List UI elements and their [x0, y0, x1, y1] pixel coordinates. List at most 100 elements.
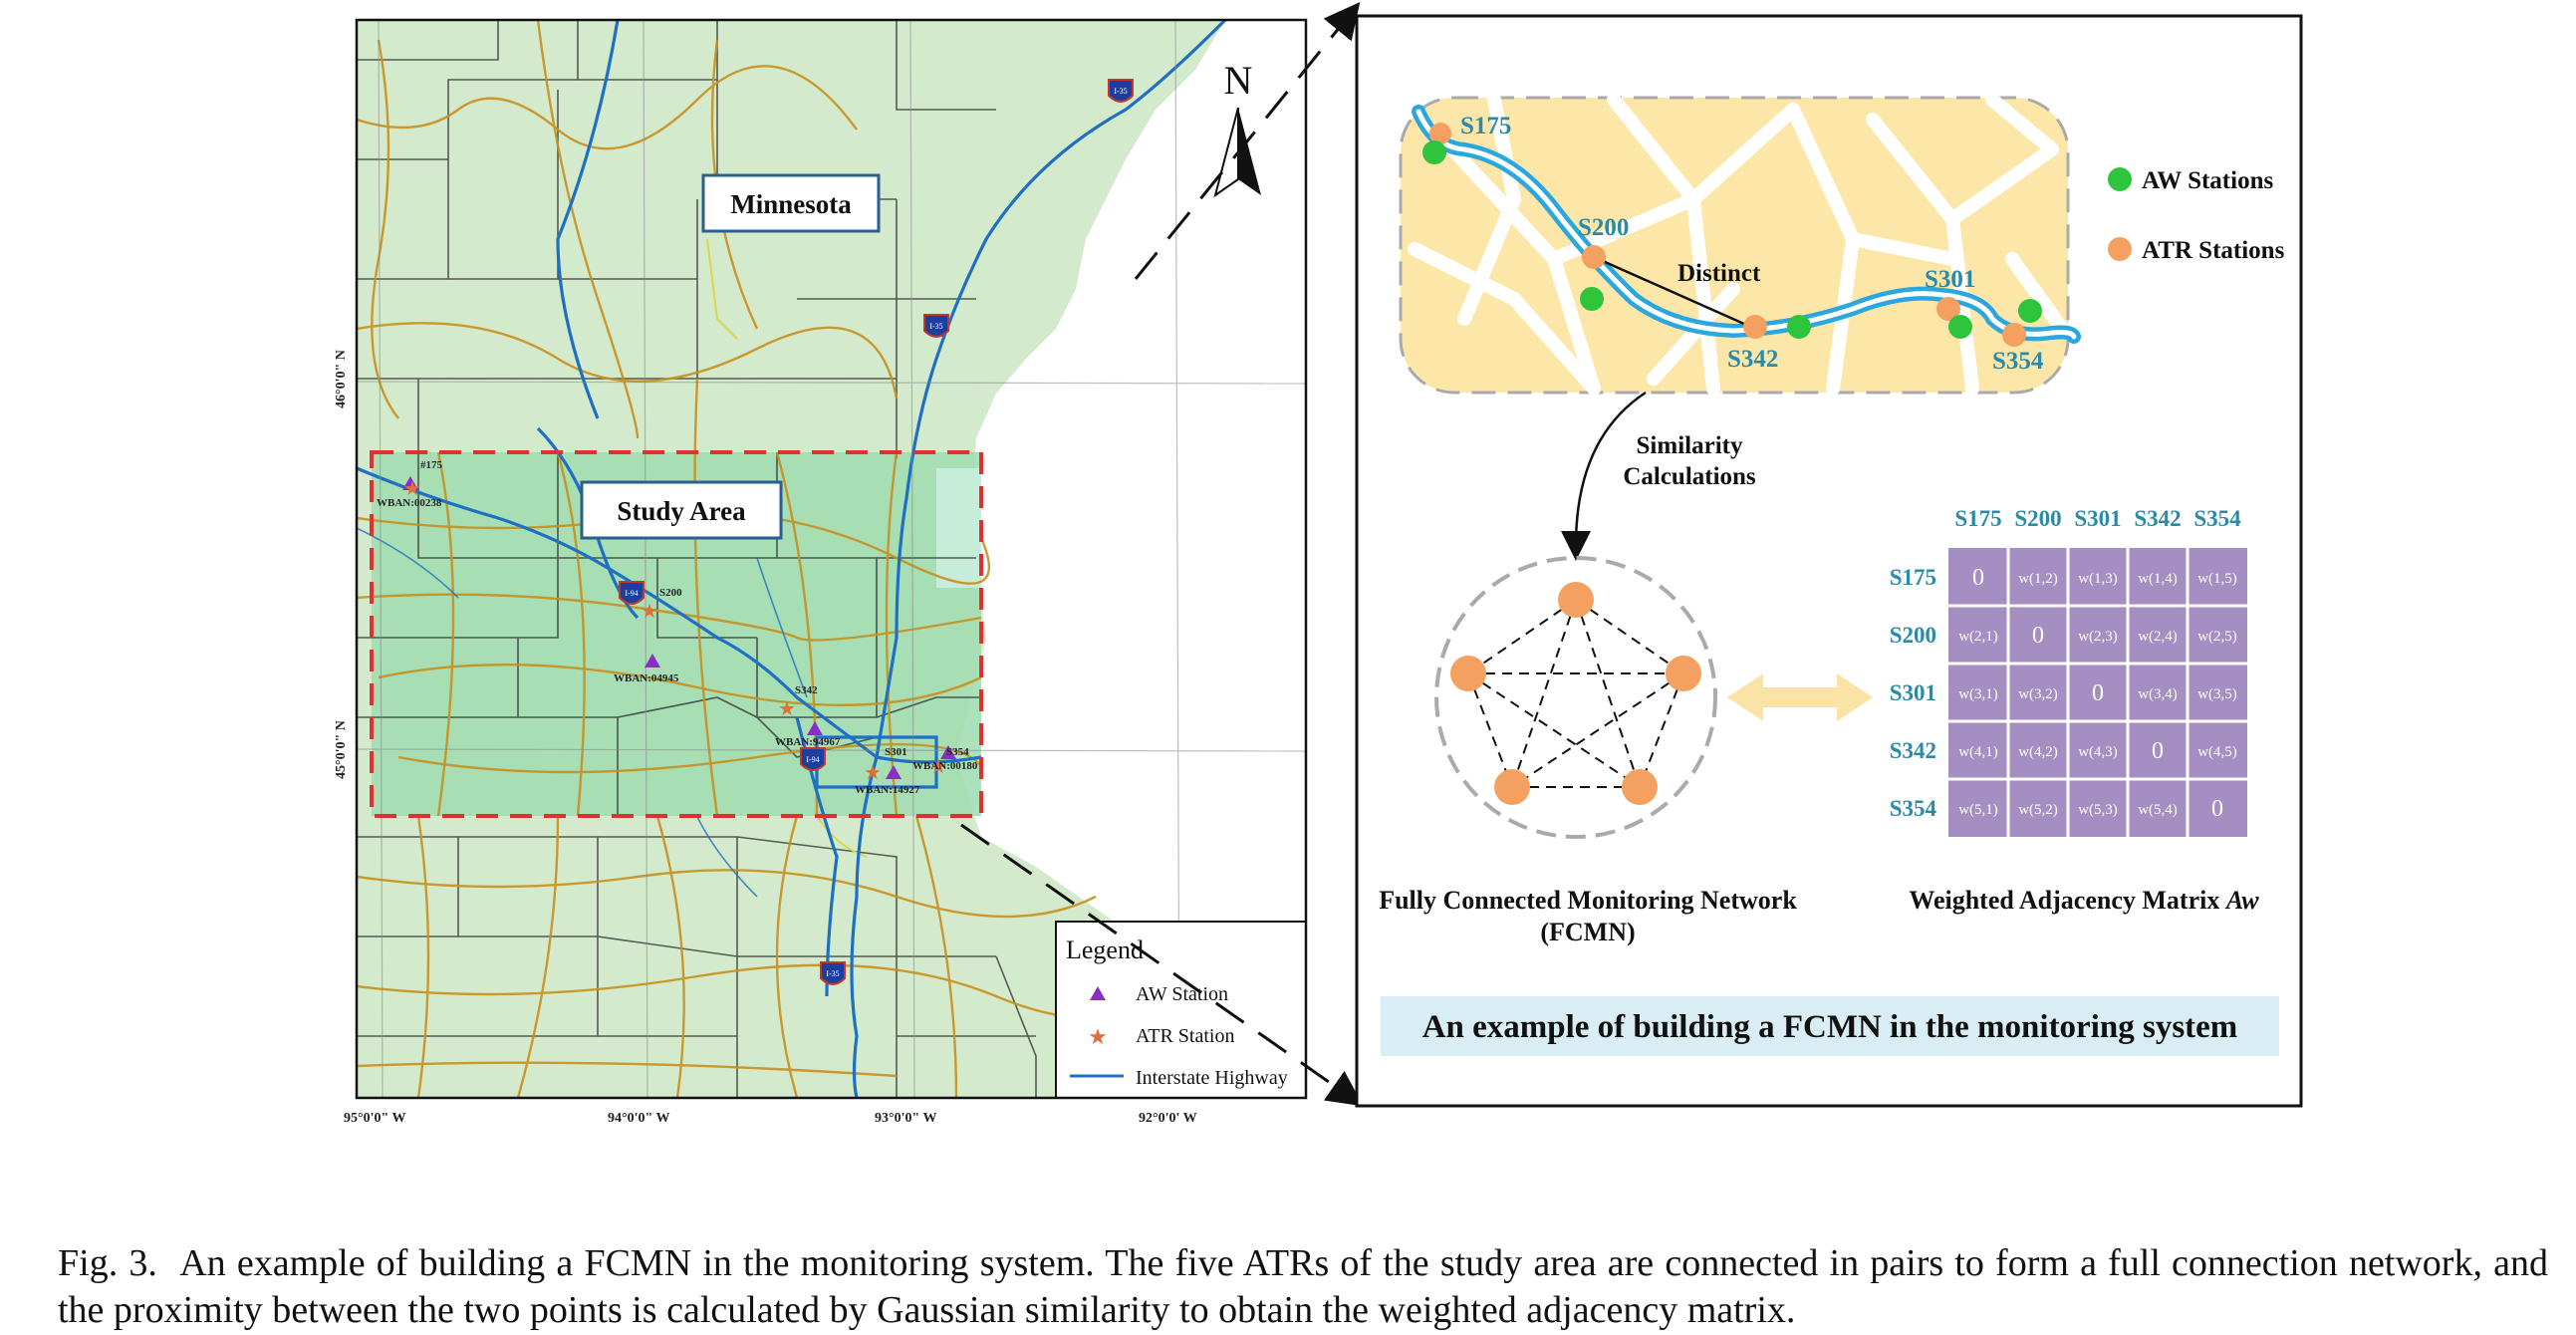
highway-shield-i94-west: I-94	[619, 581, 644, 605]
svg-text:ATR Station: ATR Station	[1136, 1025, 1234, 1047]
svg-text:I-35: I-35	[929, 322, 942, 331]
station-name-s301: S301	[1925, 266, 1975, 293]
fcmn-title: Fully Connected Monitoring Network	[1379, 886, 1797, 915]
atr-station-dot	[1936, 297, 1960, 321]
station-name-s354: S354	[1992, 348, 2044, 375]
distinct-label: Distinct	[1677, 260, 1761, 287]
matrix-cell: w(3,5)	[2197, 686, 2237, 702]
matrix-col-header: S175	[1954, 506, 2001, 531]
svg-text:I-94: I-94	[625, 589, 638, 598]
fcmn-subtitle: (FCMN)	[1540, 918, 1635, 946]
longitude-label: 93°0'0" W	[875, 1111, 937, 1126]
adjacency-matrix: S175 S200 S301 S342 S354 S175 S200 S301 …	[1890, 506, 2247, 837]
zoom-connector-lines	[960, 2, 1364, 1107]
aw-legend-icon	[2108, 167, 2132, 191]
matrix-title: Weighted Adjacency Matrix Aw	[1909, 886, 2259, 915]
station-label: WBAN:00180	[912, 760, 978, 772]
station-label: S200	[659, 587, 682, 599]
svg-text:Study Area: Study Area	[617, 496, 746, 526]
matrix-row-header: S354	[1890, 796, 1937, 821]
aw-station-marker	[886, 765, 902, 779]
atr-station-marker: ★	[929, 756, 947, 778]
matrix-row-header: S342	[1890, 738, 1936, 763]
matrix-cell: 0	[1972, 565, 1984, 591]
map-frame	[355, 18, 1308, 1100]
network-node	[1450, 656, 1486, 691]
svg-text:Interstate Highway: Interstate Highway	[1136, 1067, 1288, 1089]
matrix-cell: 0	[2211, 796, 2223, 822]
station-label: S342	[795, 684, 818, 696]
longitude-label: 92°0'0' W	[1139, 1111, 1197, 1126]
matrix-cell: 0	[2032, 623, 2044, 649]
matrix-cell: w(1,3)	[2078, 571, 2118, 587]
legend-aw-icon	[1090, 986, 1106, 1000]
matrix-cell: w(2,1)	[1958, 629, 1998, 645]
aw-station-dot	[2018, 299, 2042, 323]
caption-label: Fig. 3.	[58, 1242, 157, 1284]
atr-station-marker: ★	[641, 601, 658, 623]
similarity-label: Similarity	[1637, 432, 1743, 459]
station-legend: AW Stations ATR Stations	[2108, 167, 2285, 264]
map-legend: Legend AW Station ★ ATR Station Intersta…	[1055, 921, 1306, 1098]
caption-text: An example of building a FCMN in the mon…	[58, 1242, 2549, 1331]
longitude-label: 95°0'0" W	[344, 1111, 406, 1126]
svg-text:AW Stations: AW Stations	[2142, 167, 2273, 194]
atr-station-dot	[1743, 315, 1767, 339]
highway-shield-i35-south: I-35	[820, 961, 846, 985]
svg-text:AW Station: AW Station	[1136, 983, 1228, 1005]
matrix-cell: w(4,1)	[1958, 744, 1998, 760]
double-arrow-icon	[1727, 673, 1873, 721]
svg-text:Minnesota: Minnesota	[730, 189, 852, 219]
svg-text:ATR Stations: ATR Stations	[2142, 237, 2285, 264]
matrix-col-header: S342	[2134, 506, 2181, 531]
aw-station-dot	[1580, 287, 1604, 311]
matrix-col-header: S354	[2193, 506, 2241, 531]
study-area-border	[370, 450, 983, 818]
station-label: WBAN:14927	[855, 784, 920, 796]
banner-box	[1381, 996, 2279, 1056]
similarity-arrow	[1561, 391, 1647, 561]
aw-station-marker	[402, 476, 418, 490]
matrix-row-header: S175	[1890, 565, 1936, 590]
aw-station-marker	[940, 745, 956, 759]
network-node	[1494, 769, 1530, 805]
matrix-cell: 0	[2152, 738, 2164, 764]
svg-text:I-94: I-94	[806, 755, 819, 764]
matrix-cell: w(2,4)	[2138, 629, 2178, 645]
svg-text:I-35: I-35	[1114, 87, 1127, 96]
highway-shield-i94-east: I-94	[800, 747, 826, 771]
matrix-cell: w(3,4)	[2138, 686, 2178, 702]
station-markers: ★ ★ ★ ★ ★	[402, 476, 956, 784]
fcmn-network	[1434, 556, 1717, 839]
calculations-label: Calculations	[1623, 463, 1756, 490]
highway-shield-i35-north: I-35	[1108, 79, 1134, 103]
figure: I-35 I-35 I-94 I-94 I-35	[334, 2, 2303, 1126]
matrix-cell: w(5,1)	[1958, 802, 1998, 818]
legend-atr-icon: ★	[1088, 1024, 1108, 1049]
matrix-cell: w(1,2)	[2018, 571, 2058, 587]
station-label: WBAN:04945	[614, 672, 679, 684]
diagram-panel: S175 S200 S301 S342 S354 Distinct AW Sta…	[1355, 14, 2303, 1108]
aw-station-dot	[1787, 315, 1811, 339]
atr-station-marker: ★	[864, 762, 882, 784]
aw-station-dot	[1948, 315, 1972, 339]
station-label: WBAN:94967	[775, 736, 841, 748]
station-name-s175: S175	[1460, 113, 1511, 139]
atr-station-dot	[1429, 123, 1451, 144]
matrix-cell: w(4,3)	[2078, 744, 2118, 760]
matrix-row-header: S200	[1890, 623, 1936, 648]
atr-legend-icon	[2108, 237, 2132, 261]
station-label: WBAN:00238	[377, 497, 442, 509]
atr-station-dot	[1582, 245, 1606, 269]
atr-station-marker: ★	[778, 698, 796, 720]
figure-caption: Fig. 3. An example of building a FCMN in…	[58, 1240, 2548, 1334]
station-name-s200: S200	[1578, 214, 1629, 241]
aw-station-marker	[644, 654, 660, 668]
network-node	[1558, 582, 1594, 618]
matrix-cell: w(1,4)	[2138, 571, 2178, 587]
matrix-col-header: S200	[2014, 506, 2061, 531]
matrix-cell: w(3,1)	[1958, 686, 1998, 702]
atr-station-dot	[2002, 323, 2026, 347]
study-area-label-box: Study Area	[580, 480, 783, 540]
banner-text: An example of building a FCMN in the mon…	[1422, 1009, 2238, 1045]
